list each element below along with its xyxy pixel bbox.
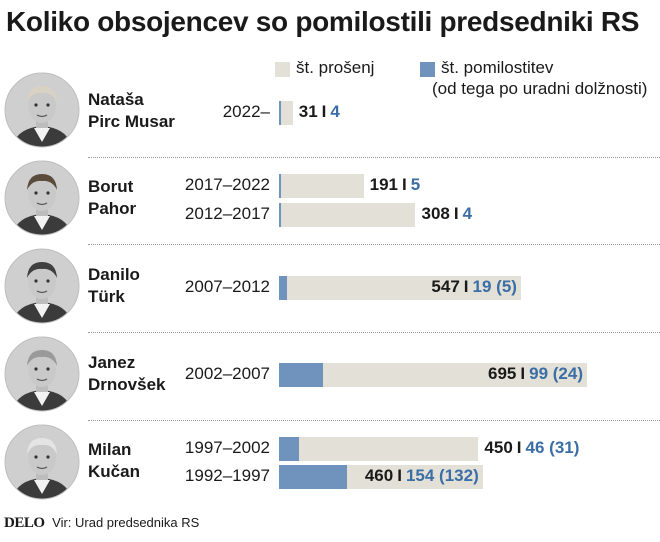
pardons-bar [279, 465, 348, 489]
value-label: 460 I 154 (132) [365, 466, 479, 486]
portrait-1 [4, 160, 80, 236]
portrait-4 [4, 424, 80, 500]
value-label: 695 I 99 (24) [488, 364, 583, 384]
president-name-line2: Türk [88, 287, 125, 306]
ex-officio-value: (5) [491, 277, 517, 296]
requests-bar [279, 101, 293, 125]
president-name-line2: Pirc Musar [88, 112, 175, 131]
pardons-bar [279, 174, 282, 198]
legend-requests-swatch [275, 62, 290, 77]
pardons-bar [279, 101, 281, 125]
portrait-3 [4, 336, 80, 412]
requests-value: 308 [421, 204, 450, 223]
term-period: 2007–2012 [184, 277, 270, 296]
president-name-line1: Danilo [88, 265, 140, 284]
pardons-value: 4 [330, 102, 340, 121]
president-name: Borut Pahor [88, 176, 136, 220]
source-note: Vir: Urad predsednika RS [52, 515, 200, 530]
requests-bar [279, 363, 587, 387]
value-label: 191 I 5 [370, 175, 421, 195]
footer: DELO Vir: Urad predsednika RS [4, 515, 199, 532]
value-separator: I [463, 277, 469, 296]
pardons-value: 154 [405, 466, 435, 485]
pardons-bar [279, 437, 300, 461]
pardons-value: 99 [529, 364, 549, 383]
value-separator: I [516, 438, 522, 457]
value-label: 450 I 46 (31) [484, 438, 579, 458]
delo-logo: DELO [4, 515, 45, 531]
requests-bar [279, 203, 416, 227]
president-name-line2: Kučan [88, 462, 140, 481]
president-name: Danilo Türk [88, 264, 140, 308]
value-separator: I [520, 364, 526, 383]
value-separator: I [321, 102, 327, 121]
legend-pardons-sublabel: (od tega po uradni dolžnosti) [432, 79, 648, 98]
chart-title: Koliko obsojencev so pomilostili predsed… [6, 6, 640, 37]
requests-value: 450 [484, 438, 513, 457]
president-name: Janez Drnovšek [88, 352, 165, 396]
legend-pardons-label: št. pomilostitev [441, 58, 554, 77]
legend-requests-label: št. prošenj [296, 58, 375, 77]
pardons-bar [279, 203, 281, 227]
president-name-line1: Nataša [88, 90, 144, 109]
president-name-line1: Borut [88, 177, 134, 196]
term-period: 2022– [222, 102, 270, 121]
legend-pardons-swatch [420, 62, 435, 77]
requests-value: 191 [369, 175, 399, 194]
president-name-line2: Pahor [88, 199, 137, 218]
value-separator: I [402, 175, 407, 194]
requests-bar [279, 437, 479, 461]
term-period: 2012–2017 [184, 204, 270, 223]
requests-value: 31 [298, 102, 318, 121]
president-name-line1: Milan [88, 440, 132, 459]
group-divider [88, 332, 660, 333]
president-name: Milan Kučan [88, 439, 140, 483]
portrait-2 [4, 248, 80, 324]
requests-value: 460 [364, 466, 394, 485]
term-period: 2017–2022 [184, 175, 270, 194]
president-name: Nataša Pirc Musar [88, 89, 175, 133]
pardons-value: 5 [410, 175, 421, 194]
term-period: 2002–2007 [184, 364, 270, 383]
group-divider [88, 420, 660, 421]
value-label: 547 I 19 (5) [431, 277, 517, 297]
requests-bar [279, 276, 522, 300]
group-divider [88, 244, 660, 245]
value-separator: I [397, 466, 402, 485]
pardons-bar [279, 363, 323, 387]
requests-value: 695 [488, 364, 517, 383]
pardons-bar [279, 276, 288, 300]
ex-officio-value: (24) [548, 364, 583, 383]
term-period: 1997–2002 [184, 438, 270, 457]
portrait-0 [4, 72, 80, 148]
ex-officio-value: (31) [544, 438, 580, 457]
value-separator: I [453, 204, 459, 223]
president-name-line2: Drnovšek [88, 375, 166, 394]
group-divider [88, 157, 660, 158]
term-period: 1992–1997 [184, 466, 270, 485]
requests-value: 547 [431, 277, 460, 296]
pardons-value: 4 [462, 204, 473, 223]
value-label: 31 I 4 [299, 102, 340, 122]
pardons-value: 46 [525, 438, 545, 457]
ex-officio-value: (132) [434, 466, 479, 485]
value-label: 308 I 4 [421, 204, 472, 224]
president-name-line1: Janez [88, 353, 136, 372]
pardons-value: 19 [472, 277, 492, 296]
requests-bar [279, 174, 364, 198]
